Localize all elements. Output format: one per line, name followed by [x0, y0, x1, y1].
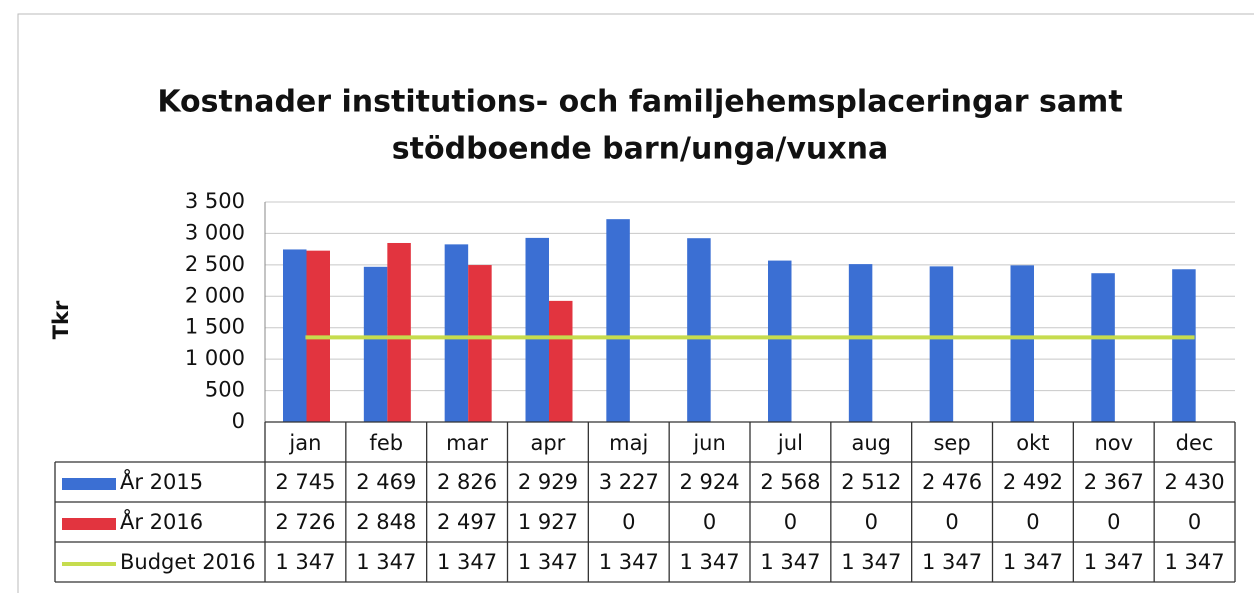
chart-subtitle: stödboende barn/unga/vuxna — [392, 132, 888, 167]
y-tick-label: 3 000 — [185, 220, 245, 244]
bar — [549, 300, 573, 422]
y-tick-label: 2 000 — [185, 283, 245, 307]
data-label: 2 492 — [1003, 470, 1063, 494]
data-label: 1 347 — [760, 550, 820, 574]
data-label: 2 512 — [841, 470, 901, 494]
bar — [387, 242, 411, 422]
y-tick-label: 1 500 — [185, 315, 245, 339]
y-tick-label: 3 500 — [185, 189, 245, 213]
x-tick-label: mar — [446, 431, 488, 455]
x-tick-label: okt — [1016, 431, 1049, 455]
bar — [687, 238, 711, 422]
data-label: 1 347 — [437, 550, 497, 574]
legend-entry: År 2016 — [120, 508, 203, 534]
data-label: 1 347 — [356, 550, 416, 574]
x-tick-label: apr — [530, 431, 565, 455]
x-tick-label: nov — [1094, 431, 1133, 455]
data-label: 0 — [703, 510, 716, 534]
data-label: 2 430 — [1165, 470, 1225, 494]
data-label: 1 347 — [518, 550, 578, 574]
bar — [1010, 265, 1034, 422]
x-tick-label: jul — [777, 431, 803, 455]
bar — [444, 244, 469, 422]
data-label: 2 469 — [356, 470, 416, 494]
data-label: 2 826 — [437, 470, 497, 494]
y-tick-label: 0 — [232, 409, 245, 433]
data-label: 1 927 — [518, 510, 578, 534]
bar — [468, 265, 492, 422]
data-label: 0 — [1188, 510, 1201, 534]
data-label: 2 848 — [356, 510, 416, 534]
data-label: 2 476 — [922, 470, 982, 494]
data-label: 1 347 — [275, 550, 335, 574]
legend-swatch — [62, 478, 116, 490]
x-tick-label: aug — [851, 431, 891, 455]
data-label: 2 745 — [275, 470, 335, 494]
data-label: 2 367 — [1084, 470, 1144, 494]
data-label: 1 347 — [841, 550, 901, 574]
data-label: 1 347 — [1084, 550, 1144, 574]
y-tick-label: 1 000 — [185, 346, 245, 370]
data-label: 1 347 — [599, 550, 659, 574]
data-label: 2 929 — [518, 470, 578, 494]
data-label: 1 347 — [680, 550, 740, 574]
x-tick-label: feb — [369, 431, 403, 455]
data-label: 2 924 — [680, 470, 740, 494]
bar — [525, 237, 549, 422]
data-label: 2 568 — [760, 470, 820, 494]
x-tick-label: jun — [692, 431, 725, 455]
data-label: 0 — [1107, 510, 1120, 534]
bar — [1172, 269, 1196, 422]
bar — [768, 260, 792, 422]
data-label: 2 497 — [437, 510, 497, 534]
y-tick-label: 2 500 — [185, 252, 245, 276]
bar — [929, 266, 954, 422]
data-label: 0 — [945, 510, 958, 534]
legend-entry: År 2015 — [120, 468, 203, 494]
bar — [848, 264, 873, 422]
legend-entry: Budget 2016 — [120, 550, 256, 574]
y-tick-label: 500 — [205, 378, 245, 402]
bar — [1091, 273, 1115, 422]
data-label: 0 — [784, 510, 797, 534]
bar — [283, 249, 307, 422]
data-label: 2 726 — [275, 510, 335, 534]
bar — [363, 266, 388, 422]
y-axis-label: Tkr — [49, 300, 73, 339]
data-label: 0 — [1026, 510, 1039, 534]
x-tick-label: dec — [1176, 431, 1214, 455]
x-tick-label: jan — [288, 431, 321, 455]
chart-frame — [17, 13, 1254, 593]
x-tick-label: maj — [609, 431, 648, 455]
bar — [606, 219, 630, 422]
data-label: 1 347 — [922, 550, 982, 574]
data-label: 1 347 — [1003, 550, 1063, 574]
data-label: 1 347 — [1165, 550, 1225, 574]
data-label: 0 — [622, 510, 635, 534]
chart-title: Kostnader institutions- och familjehemsp… — [157, 85, 1122, 120]
legend-swatch — [62, 518, 116, 530]
data-label: 3 227 — [599, 470, 659, 494]
x-tick-label: sep — [933, 431, 970, 455]
data-label: 0 — [865, 510, 878, 534]
